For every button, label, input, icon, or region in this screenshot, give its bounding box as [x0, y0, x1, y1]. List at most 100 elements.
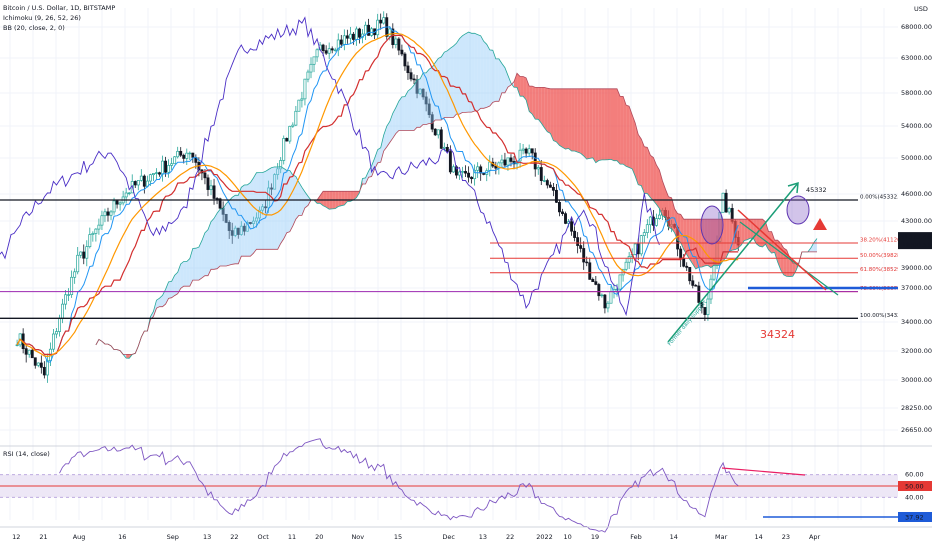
ichimoku-cloud-segment: [498, 58, 502, 102]
candle-body: [348, 33, 352, 39]
ichimoku-cloud-segment: [632, 114, 636, 177]
ichimoku-cloud-segment: [656, 165, 660, 209]
y-tick-label: 37000.00: [901, 284, 932, 292]
candle-body: [85, 246, 89, 259]
ichimoku-cloud-segment: [392, 107, 396, 139]
candle-body: [473, 169, 477, 180]
y-tick-label: 46000.00: [901, 190, 932, 198]
candle-body: [436, 129, 440, 136]
x-tick-label: Nov: [351, 533, 364, 541]
candle-body: [188, 152, 192, 155]
candle-body: [58, 317, 61, 332]
ichimoku-cloud-segment: [192, 248, 196, 281]
x-tick-label: 14: [754, 533, 762, 541]
ichimoku-cloud-segment: [198, 240, 202, 281]
candle-body: [88, 234, 92, 247]
ichimoku-cloud-segment: [495, 58, 499, 102]
ichimoku-cloud-segment: [235, 195, 239, 264]
candle-body: [627, 256, 631, 263]
candle-body: [451, 166, 455, 173]
candle-body: [461, 171, 464, 173]
candle-body: [109, 211, 113, 216]
candle-body: [470, 176, 474, 180]
candle-body: [42, 366, 46, 376]
candle-body: [518, 149, 522, 162]
y-tick-label: 50000.00: [901, 154, 932, 162]
candle-body: [170, 163, 174, 166]
candle-body: [697, 285, 701, 303]
candle-body: [164, 160, 168, 173]
candle-body: [209, 185, 213, 190]
candle-body: [239, 225, 243, 235]
candle-body: [36, 362, 40, 366]
x-tick-label: Aug: [73, 533, 86, 541]
candle-body: [185, 152, 189, 159]
candle-body: [76, 254, 80, 273]
candle-body: [421, 88, 425, 98]
rsi-line: [59, 438, 739, 533]
candle-body: [100, 215, 104, 226]
candle-body: [148, 174, 152, 182]
y-tick-label: 34000.00: [901, 318, 932, 326]
candle-body: [539, 167, 543, 181]
ichimoku-cloud-segment: [217, 209, 221, 269]
candle-body: [227, 222, 231, 231]
legend: Bitcoin / U.S. Dollar, 1D, BITSTAMP Ichi…: [3, 3, 115, 33]
candle-body: [358, 28, 361, 38]
candle-body: [394, 38, 398, 45]
x-tick-label: 12: [12, 533, 20, 541]
ichimoku-cloud-segment: [559, 88, 563, 148]
x-tick-label: Feb: [630, 533, 642, 541]
candle-body: [594, 281, 598, 285]
ichimoku-cloud-segment: [753, 219, 757, 244]
ichimoku-cloud-segment: [653, 157, 657, 205]
x-tick-label: 2022: [536, 533, 553, 541]
ichimoku-cloud-segment: [668, 196, 672, 229]
ichimoku-cloud-segment: [601, 88, 605, 160]
ichimoku-cloud-segment: [423, 72, 427, 125]
ichimoku-cloud-segment: [538, 87, 542, 124]
top-ellipse: [700, 205, 724, 245]
candle-body: [648, 216, 652, 226]
candle-body: [142, 175, 146, 187]
x-tick-label: 13: [203, 533, 211, 541]
ichimoku-cloud-segment: [626, 105, 630, 168]
last-price: 41373.46: [900, 233, 931, 241]
x-tick-label: Sep: [167, 533, 179, 541]
y-tick-label: 63000.00: [901, 54, 932, 62]
ichimoku-cloud-segment: [474, 33, 478, 111]
candle-body: [315, 49, 319, 58]
ichimoku-cloud-segment: [571, 88, 575, 152]
candle-body: [39, 362, 43, 368]
ichimoku-cloud-segment: [589, 88, 593, 159]
candle-body: [585, 261, 589, 264]
ichimoku-cloud-segment: [680, 214, 684, 250]
candle-body: [251, 220, 255, 224]
candle-body: [379, 19, 383, 24]
candle-body: [330, 48, 334, 51]
ichimoku-cloud-segment: [568, 88, 572, 152]
y-tick-label: 68000.00: [901, 23, 932, 31]
fib-label: 50.00%(39828.00): [860, 253, 912, 259]
candle-body: [703, 307, 707, 315]
candle-body: [282, 138, 286, 161]
candle-body: [403, 53, 407, 67]
ichimoku-cloud-segment: [629, 106, 633, 169]
ichimoku-cloud-segment: [723, 219, 727, 261]
ichimoku-cloud-segment: [726, 219, 730, 258]
ichimoku-cloud-segment: [177, 264, 181, 294]
ichimoku-cloud-segment: [126, 354, 130, 359]
ichimoku-cloud-segment: [159, 295, 163, 307]
x-tick-label: 22: [506, 533, 514, 541]
ichimoku-cloud-segment: [262, 171, 266, 250]
candle-body: [397, 38, 401, 51]
ichimoku-cloud-segment: [598, 88, 602, 161]
x-tick-label: Apr: [809, 533, 821, 541]
ichimoku-cloud-segment: [617, 88, 621, 165]
ichimoku-cloud-segment: [268, 167, 272, 250]
ichimoku-cloud-segment: [647, 147, 651, 198]
ichimoku-cloud-segment: [341, 191, 345, 206]
candle-body: [603, 294, 607, 309]
ichimoku-cloud-segment: [459, 35, 463, 115]
